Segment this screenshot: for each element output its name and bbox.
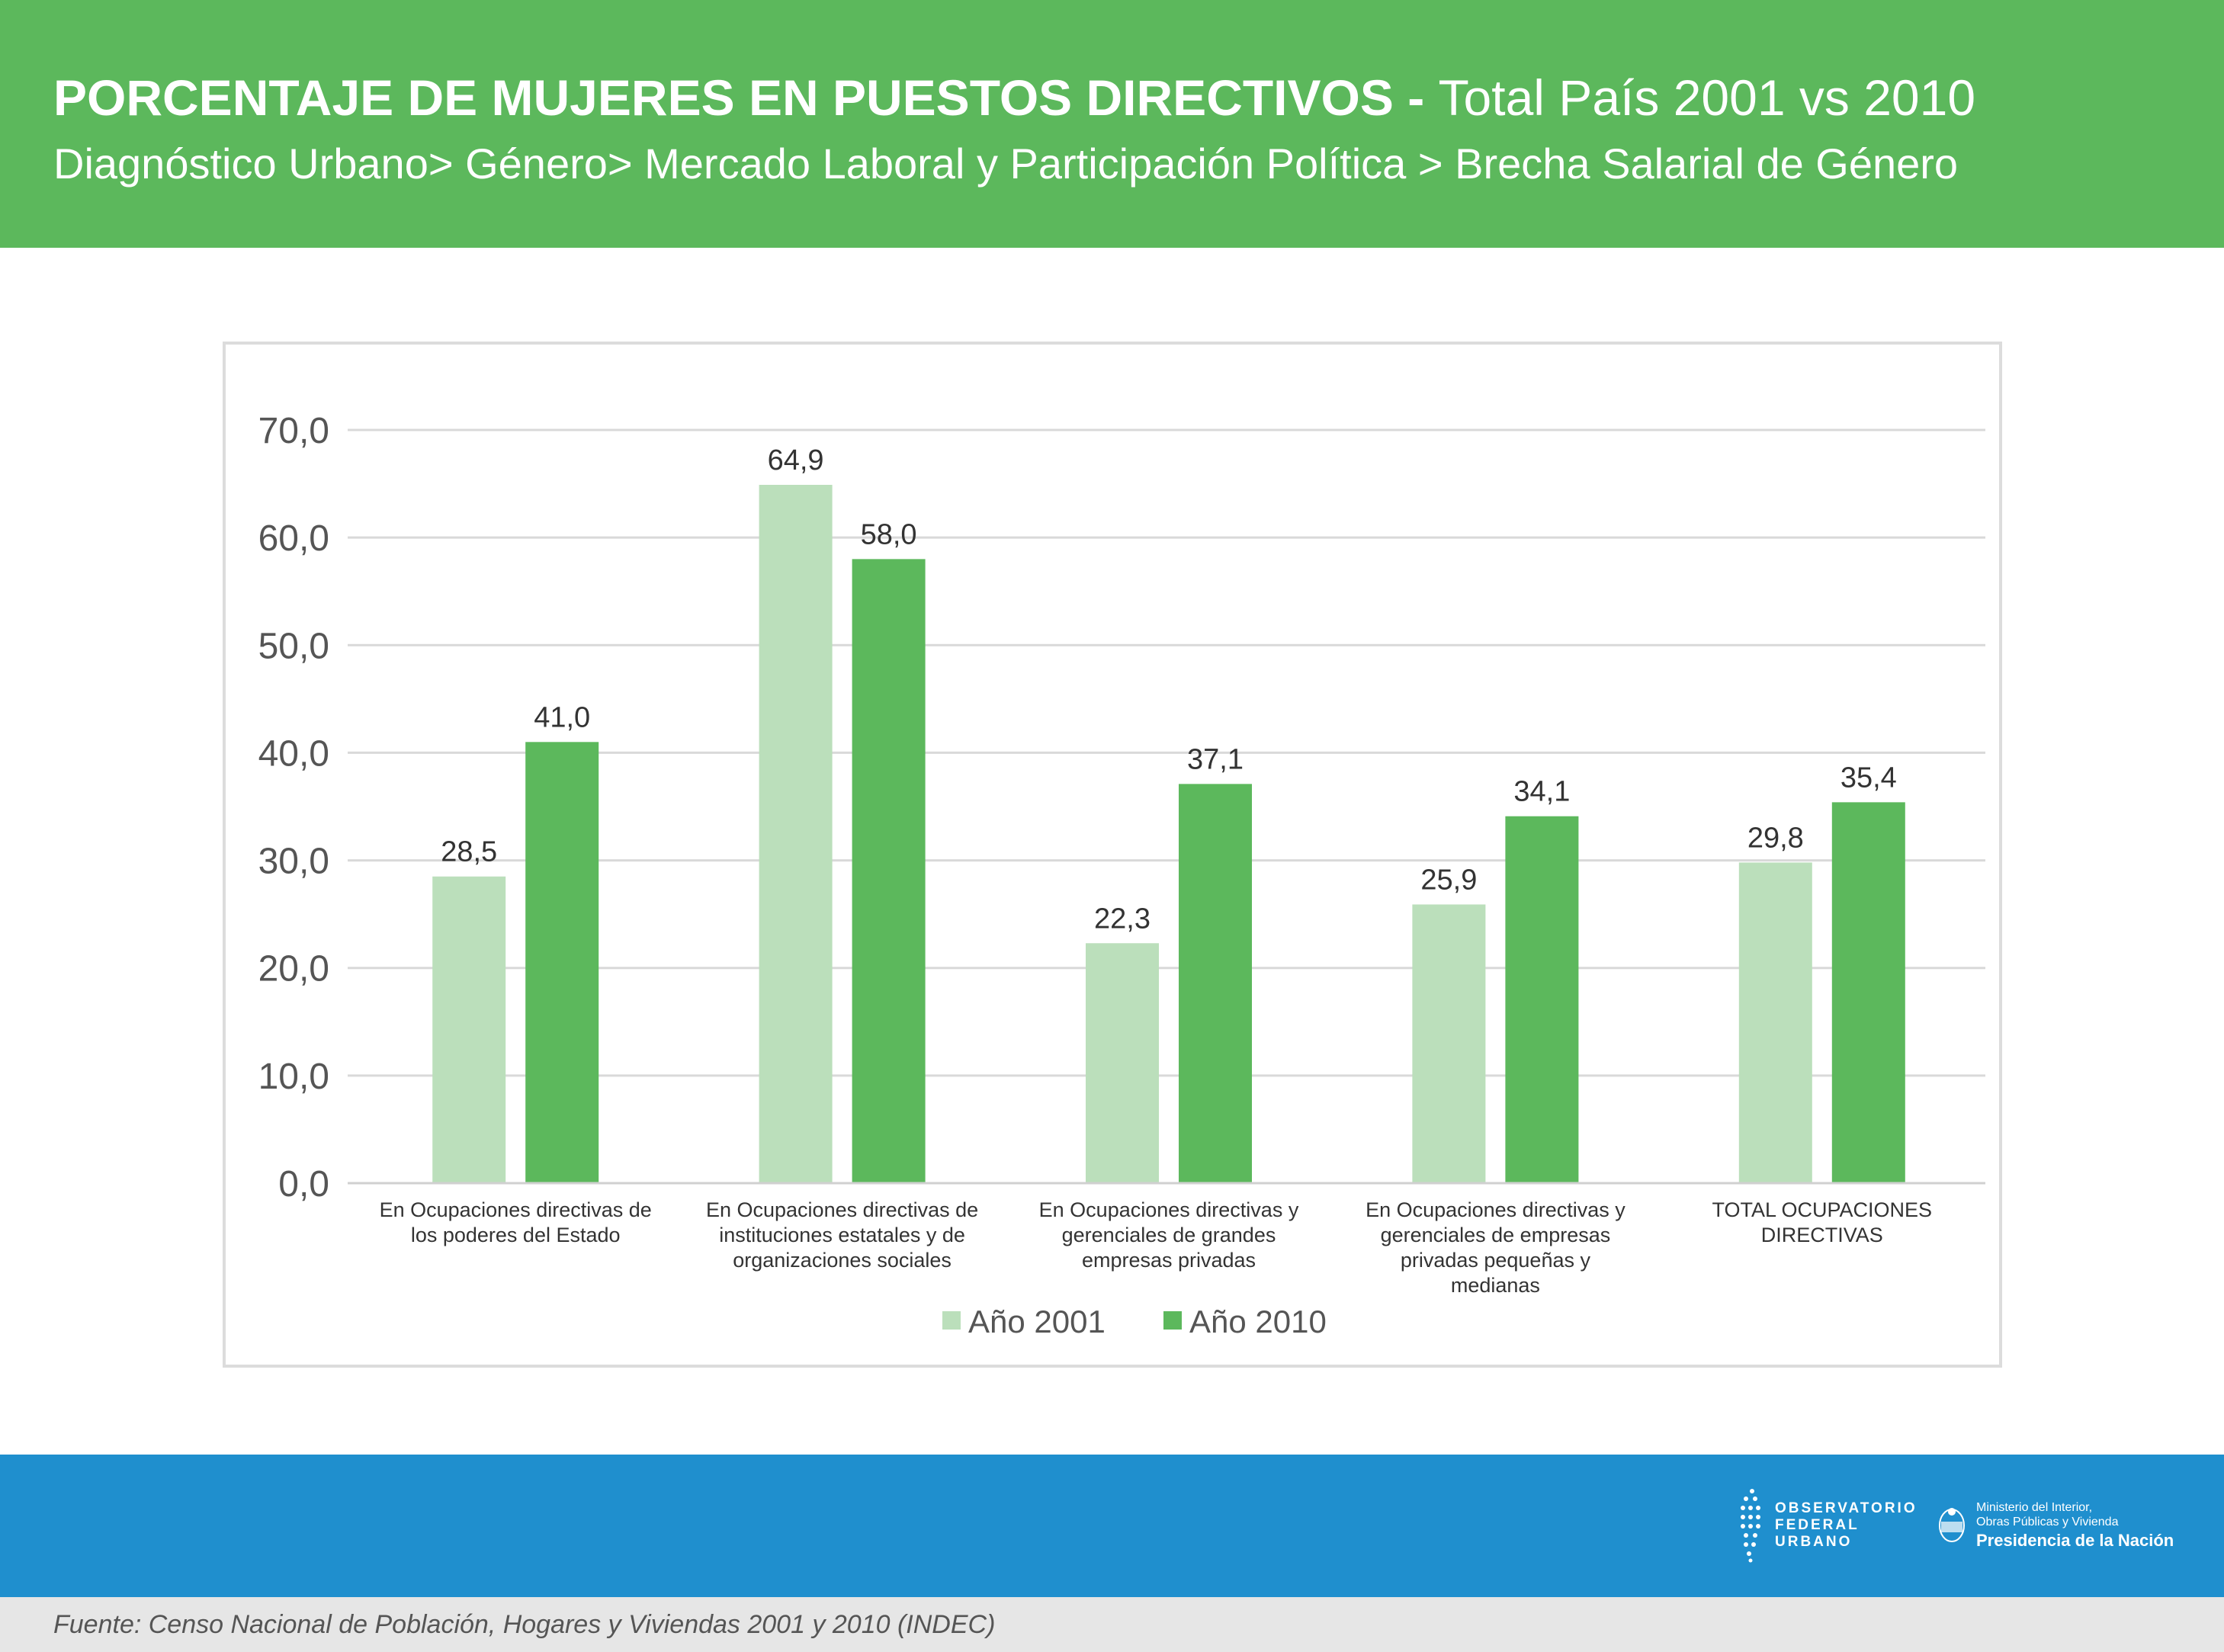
y-tick-label: 40,0: [258, 733, 329, 774]
legend-entry: Año 2001: [968, 1304, 1106, 1339]
y-tick-label: 70,0: [258, 411, 329, 451]
bar: [1412, 904, 1486, 1183]
x-category-label: En Ocupaciones directivas de los poderes …: [380, 1198, 652, 1246]
presidencia-name: Presidencia de la Nación: [1976, 1531, 2174, 1550]
bar: [1831, 802, 1905, 1183]
y-tick-label: 60,0: [258, 518, 329, 559]
dots-logo-icon: [1741, 1489, 1760, 1563]
y-tick-label: 30,0: [258, 842, 329, 882]
bar: [1086, 943, 1159, 1183]
data-label: 28,5: [441, 836, 497, 868]
data-label: 22,3: [1094, 903, 1151, 935]
y-tick-label: 10,0: [258, 1057, 329, 1097]
legend-swatch: [1163, 1311, 1182, 1330]
data-label: 64,9: [768, 444, 824, 476]
data-label: 34,1: [1513, 776, 1570, 808]
bar: [525, 742, 599, 1183]
data-label: 58,0: [861, 518, 917, 550]
x-category-label: TOTAL OCUPACIONES DIRECTIVAS: [1712, 1198, 1933, 1246]
bar: [1179, 784, 1252, 1183]
bar: [852, 559, 926, 1183]
y-tick-label: 20,0: [258, 949, 329, 990]
coat-of-arms-icon: [1939, 1508, 1965, 1542]
data-label: 37,1: [1187, 743, 1244, 775]
bar-chart: 0,0 10,0 20,0 30,0 40,0 50,0 60,0 70,0 28,5 64,9 2…: [258, 411, 1985, 1339]
legend-entry: Año 2010: [1189, 1304, 1327, 1339]
data-label: 25,9: [1420, 864, 1477, 896]
data-label: 29,8: [1747, 822, 1804, 854]
y-tick-label: 50,0: [258, 626, 329, 666]
page-title: PORCENTAJE DE MUJERES EN PUESTOS DIRECTI…: [53, 67, 1975, 128]
y-tick-label: 0,0: [278, 1164, 329, 1205]
x-category-label: En Ocupaciones directivas y gerenciales d…: [1039, 1198, 1299, 1272]
bar: [1738, 862, 1812, 1183]
x-category-label: En Ocupaciones directivas y gerenciales d…: [1366, 1198, 1625, 1297]
legend-swatch: [942, 1311, 961, 1330]
x-category-label: En Ocupaciones directivas de institucione…: [706, 1198, 978, 1272]
source-band: Fuente: Censo Nacional de Población, Hog…: [0, 1597, 2224, 1652]
chart-frame: 0,0 10,0 20,0 30,0 40,0 50,0 60,0 70,0 28,5 64,9 2…: [223, 342, 2002, 1368]
ministerio-name-line2: Obras Públicas y Vivienda: [1976, 1516, 2119, 1529]
title-scope: Total País 2001 vs 2010: [1438, 69, 1976, 126]
source-note: Fuente: Censo Nacional de Población, Hog…: [53, 1610, 996, 1639]
header-banner: PORCENTAJE DE MUJERES EN PUESTOS DIRECTI…: [0, 0, 2224, 248]
bar: [759, 484, 833, 1183]
data-label: 35,4: [1840, 762, 1897, 794]
ministerio-name-line1: Ministerio del Interior,: [1976, 1501, 2093, 1514]
breadcrumb: Diagnóstico Urbano> Género> Mercado Labo…: [53, 140, 1959, 188]
data-label: 41,0: [534, 701, 590, 733]
observatorio-logo-text: OBSERVATORIO FEDERAL URBANO: [1775, 1500, 1918, 1550]
bar: [1505, 816, 1579, 1183]
title-main: PORCENTAJE DE MUJERES EN PUESTOS DIRECTI…: [53, 69, 1439, 126]
bar: [432, 876, 506, 1183]
footer-band: [0, 1455, 2224, 1597]
